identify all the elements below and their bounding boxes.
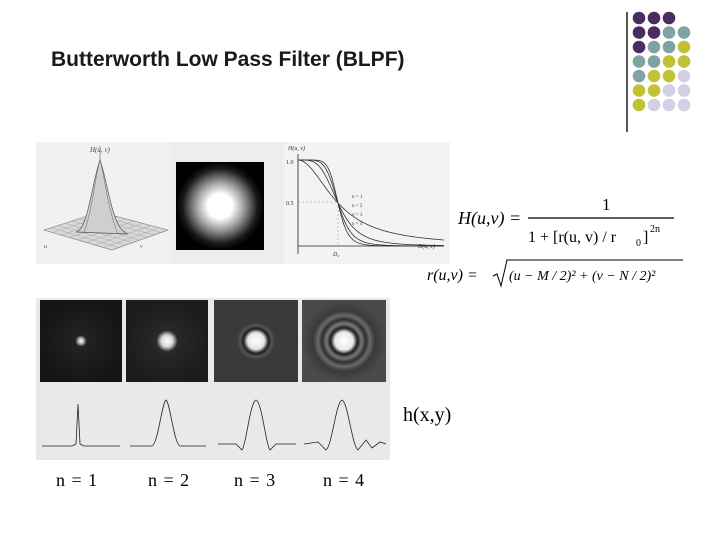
profile-n2 bbox=[130, 399, 206, 447]
decorative-dot bbox=[677, 69, 691, 83]
decorative-dot bbox=[662, 98, 676, 112]
decorative-dot bbox=[677, 98, 691, 112]
transfer-function-formula: H(u,v) = 1 1 + [r(u, v) / r 0 ] 2n bbox=[457, 195, 674, 249]
plot-ylabel: H(u, v) bbox=[287, 145, 305, 152]
r-formula-lhs: r(u,v) = bbox=[427, 267, 478, 284]
slide-title: Butterworth Low Pass Filter (BLPF) bbox=[51, 48, 405, 71]
formula-den-sub: 0 bbox=[636, 238, 641, 249]
legend-n1: n = 1 bbox=[352, 195, 363, 200]
decorative-dot bbox=[677, 40, 691, 54]
decorative-divider bbox=[626, 12, 628, 132]
order-label-n4: n = 4 bbox=[323, 470, 366, 490]
decorative-dot bbox=[632, 40, 646, 54]
decorative-dot bbox=[677, 84, 691, 97]
decorative-dot-grid bbox=[632, 11, 691, 112]
order-label-n3: n = 3 bbox=[234, 470, 277, 490]
decorative-dot bbox=[662, 69, 676, 83]
formula-numerator: 1 bbox=[602, 195, 611, 214]
plot-xlabel: D(u, v) bbox=[417, 243, 435, 250]
decorative-dot bbox=[662, 26, 676, 39]
tick-d0: D₀ bbox=[332, 252, 339, 258]
spatial-filter-n4 bbox=[302, 300, 386, 382]
spatial-filter-label: h(x,y) bbox=[403, 404, 452, 426]
order-label-n1: n = 1 bbox=[56, 470, 99, 490]
decorative-dot bbox=[677, 26, 691, 39]
decorative-dot bbox=[662, 11, 676, 25]
spatial-filter-n3 bbox=[214, 300, 298, 382]
butterworth-curve-n4 bbox=[298, 159, 444, 247]
decorative-dot bbox=[647, 69, 661, 83]
spatial-filter-n2 bbox=[126, 300, 208, 382]
filter-figure-top: H(u, v) u v H(u, v) 1.0 0.5 D₀ D(u, v) n… bbox=[36, 142, 450, 264]
decorative-dot bbox=[632, 55, 646, 68]
formula-den-exp: 2n bbox=[650, 224, 660, 235]
decorative-dot bbox=[647, 84, 661, 97]
filter-image bbox=[176, 162, 264, 250]
surface-v-label: v bbox=[140, 244, 143, 250]
decorative-dot bbox=[647, 26, 661, 39]
decorative-dot bbox=[632, 98, 646, 112]
decorative-dot bbox=[632, 11, 646, 25]
decorative-dot bbox=[662, 84, 676, 97]
profile-n3 bbox=[218, 399, 296, 451]
sqrt-sign bbox=[492, 259, 683, 288]
profile-n4 bbox=[303, 399, 387, 451]
decorative-dot bbox=[662, 40, 676, 54]
legend-n3: n = 3 bbox=[352, 213, 363, 218]
order-label-n2: n = 2 bbox=[148, 470, 191, 490]
spatial-filter-figure bbox=[36, 298, 390, 460]
decorative-dot bbox=[662, 55, 676, 68]
distance-formula: r(u,v) = (u − M / 2)² + (v − N / 2)² bbox=[427, 259, 683, 288]
profile-n1 bbox=[42, 403, 120, 447]
surface-plot: H(u, v) u v bbox=[36, 142, 171, 264]
decorative-dot bbox=[632, 26, 646, 39]
radial-profile-plot: H(u, v) 1.0 0.5 D₀ D(u, v) n = 1 n = 2 n… bbox=[284, 142, 450, 264]
decorative-dot bbox=[632, 69, 646, 83]
spatial-filter-n1 bbox=[40, 300, 122, 382]
decorative-dot bbox=[632, 84, 646, 97]
surface-u-label: u bbox=[44, 244, 47, 250]
butterworth-curve-n2 bbox=[298, 159, 445, 246]
legend-n2: n = 2 bbox=[352, 204, 363, 209]
decorative-dot bbox=[677, 55, 691, 68]
decorative-dot bbox=[647, 40, 661, 54]
formula-den-part1: 1 + [r(u, v) / r bbox=[528, 229, 617, 246]
surface-axis-label: H(u, v) bbox=[89, 146, 110, 154]
decorative-dot bbox=[647, 11, 661, 25]
r-formula-radicand: (u − M / 2)² + (v − N / 2)² bbox=[509, 269, 656, 284]
decorative-dot bbox=[647, 55, 661, 68]
tick-half: 0.5 bbox=[286, 201, 294, 207]
butterworth-curve-n1 bbox=[297, 159, 445, 241]
tick-one: 1.0 bbox=[286, 160, 294, 166]
formula-lhs: H(u,v) = bbox=[457, 208, 521, 229]
legend-n4: n = 4 bbox=[352, 222, 363, 227]
decorative-dot bbox=[647, 98, 661, 112]
formula-den-part2: ] bbox=[643, 229, 648, 246]
